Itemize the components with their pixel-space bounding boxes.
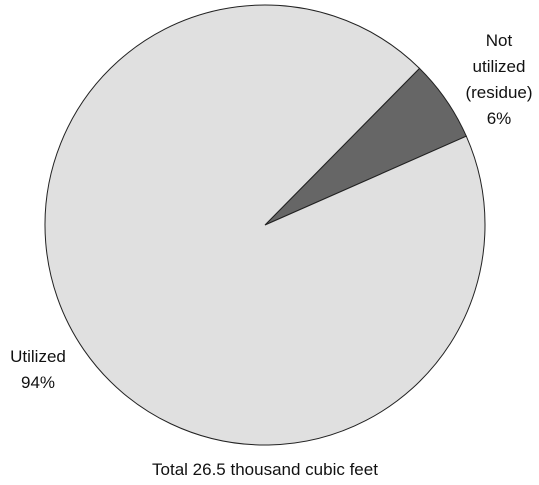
category-label: Not utilized (residue) bbox=[465, 31, 532, 102]
pie-slice bbox=[44, 4, 486, 446]
value-label: 94% bbox=[21, 373, 55, 392]
slice-label: Not utilized (residue) 6% bbox=[465, 31, 532, 128]
slice-label: Utilized 94% bbox=[10, 347, 66, 392]
chart-annotation: Total 26.5 thousand cubic feet bbox=[152, 460, 378, 479]
value-label: 6% bbox=[487, 109, 512, 128]
category-label: Utilized bbox=[10, 347, 66, 366]
